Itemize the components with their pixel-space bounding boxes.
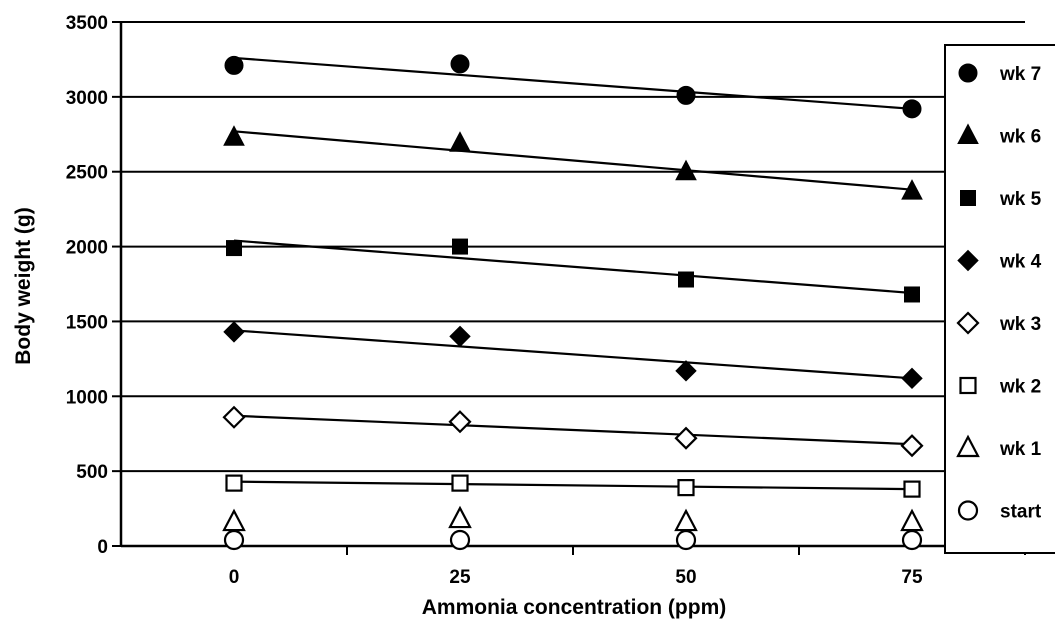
point-wk-1-75 bbox=[900, 508, 924, 532]
x-axis-title: Ammonia concentration (ppm) bbox=[422, 596, 727, 619]
legend: wk 7 wk 6 wk 5 wk 4 wk 3 wk 2 wk 1 start bbox=[944, 44, 1055, 554]
legend-marker-wk-6 bbox=[957, 123, 979, 144]
point-wk-4-0 bbox=[223, 321, 245, 343]
point-wk-3-25 bbox=[448, 410, 472, 434]
point-wk-4-75 bbox=[901, 367, 923, 390]
trend-lines bbox=[233, 56, 913, 491]
point-wk-6-50 bbox=[675, 159, 697, 181]
point-wk-2-75 bbox=[903, 480, 921, 498]
legend-marker-wk-3 bbox=[956, 311, 980, 335]
gridlines bbox=[121, 21, 1025, 473]
legend-label-wk-5: wk 5 bbox=[999, 189, 1042, 210]
legend-label-wk-3: wk 3 bbox=[999, 314, 1041, 335]
legend-label-wk-2: wk 2 bbox=[999, 377, 1041, 398]
legend-label-start: start bbox=[1000, 502, 1042, 523]
point-start-0 bbox=[223, 529, 245, 551]
y-tick-label-2500: 2500 bbox=[66, 163, 108, 184]
trend-line-wk-6 bbox=[233, 130, 913, 191]
point-wk-5-75 bbox=[904, 286, 920, 303]
legend-label-wk-4: wk 4 bbox=[999, 252, 1042, 273]
legend-marker-wk-2 bbox=[959, 376, 977, 395]
x-tick-label-25: 25 bbox=[449, 567, 471, 588]
point-wk-4-25 bbox=[449, 325, 471, 348]
y-tick-label-0: 0 bbox=[97, 537, 108, 558]
legend-marker-wk-5 bbox=[960, 190, 976, 206]
point-wk-5-50 bbox=[678, 271, 694, 288]
point-wk-4-50 bbox=[675, 360, 697, 382]
y-tick-label-3500: 3500 bbox=[66, 13, 108, 34]
point-wk-2-0 bbox=[225, 474, 243, 492]
point-wk-2-25 bbox=[451, 474, 469, 492]
y-tick-label-500: 500 bbox=[76, 462, 108, 483]
x-tick-label-50: 50 bbox=[675, 567, 696, 588]
y-tick-label-3000: 3000 bbox=[66, 88, 108, 109]
legend-label-wk-6: wk 6 bbox=[999, 127, 1041, 148]
legend-marker-wk-4 bbox=[957, 249, 979, 272]
trend-line-wk-4 bbox=[233, 329, 913, 380]
legend-marker-start bbox=[957, 500, 979, 521]
y-tick-label-1000: 1000 bbox=[66, 387, 108, 408]
x-tick-label-0: 0 bbox=[229, 567, 240, 588]
trend-line-wk-3 bbox=[233, 414, 913, 446]
point-start-75 bbox=[901, 529, 923, 551]
point-wk-5-25 bbox=[452, 238, 468, 255]
legend-box bbox=[944, 44, 1055, 554]
x-tick-label-75: 75 bbox=[901, 567, 923, 588]
point-wk-7-0 bbox=[224, 55, 244, 75]
y-tick-label-2000: 2000 bbox=[66, 238, 108, 259]
trend-line-wk-5 bbox=[233, 239, 913, 295]
point-wk-5-0 bbox=[226, 240, 242, 257]
legend-label-wk-7: wk 7 bbox=[999, 64, 1041, 85]
point-wk-6-25 bbox=[449, 131, 471, 152]
y-tick-label-1500: 1500 bbox=[66, 312, 108, 333]
trend-line-wk-2 bbox=[233, 480, 913, 491]
legend-marker-wk-7 bbox=[958, 63, 978, 83]
point-wk-7-25 bbox=[450, 54, 470, 74]
y-axis-title: Body weight (g) bbox=[12, 207, 35, 364]
point-wk-6-0 bbox=[223, 125, 245, 146]
point-wk-1-50 bbox=[674, 508, 698, 532]
point-wk-3-0 bbox=[222, 405, 246, 429]
point-wk-7-75 bbox=[902, 99, 922, 119]
point-wk-3-75 bbox=[900, 434, 924, 458]
point-wk-2-50 bbox=[677, 479, 695, 497]
point-start-50 bbox=[675, 529, 697, 551]
legend-label-wk-1: wk 1 bbox=[999, 439, 1042, 460]
legend-marker-wk-1 bbox=[956, 434, 980, 458]
point-wk-3-50 bbox=[674, 426, 698, 450]
axes: 0 500 1000 1500 2000 2500 3000 3500 0 25 50 75 bbox=[66, 13, 1026, 588]
point-wk-1-0 bbox=[222, 508, 246, 532]
point-wk-7-50 bbox=[676, 85, 696, 105]
data-points bbox=[222, 54, 924, 551]
point-wk-6-75 bbox=[901, 179, 923, 200]
trend-line-wk-7 bbox=[233, 56, 913, 110]
point-wk-1-25 bbox=[448, 505, 472, 529]
point-start-25 bbox=[449, 529, 471, 551]
